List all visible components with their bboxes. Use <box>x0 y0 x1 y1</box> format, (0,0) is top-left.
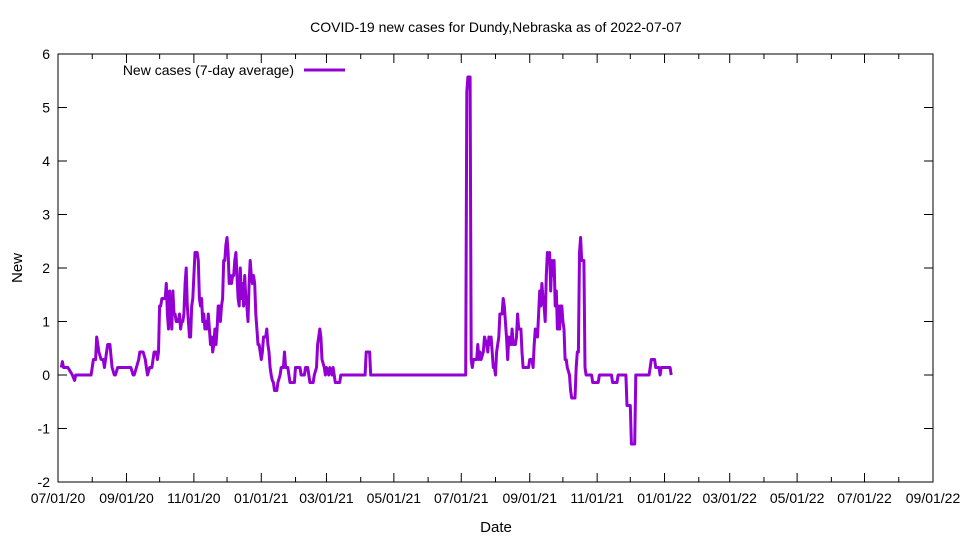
plot-frame <box>57 53 934 483</box>
y-tick-label: 4 <box>42 153 50 169</box>
y-axis-label: New <box>9 253 26 283</box>
legend-label: New cases (7-day average) <box>123 62 294 78</box>
x-tick-label: 11/01/21 <box>570 490 624 506</box>
x-axis-label: Date <box>480 519 512 536</box>
y-tick-label: 3 <box>42 207 50 223</box>
y-tick-label: 5 <box>42 100 50 116</box>
x-tick-label: 07/01/21 <box>434 490 489 506</box>
x-axis-ticks: 07/01/20 09/01/20 11/01/20 01/01/21 03/01/21… <box>31 54 960 506</box>
new-cases-line <box>59 75 673 446</box>
x-tick-label: 09/01/22 <box>906 490 960 506</box>
x-tick-label: 01/01/22 <box>637 490 692 506</box>
x-tick-label: 03/01/22 <box>702 490 757 506</box>
x-tick-label: 05/01/22 <box>770 490 825 506</box>
y-tick-label: 1 <box>42 314 50 330</box>
y-axis-ticks: -2 -1 0 1 2 3 4 5 6 <box>38 46 933 490</box>
y-tick-label: 2 <box>42 260 50 276</box>
x-tick-label: 05/01/21 <box>367 490 422 506</box>
x-tick-label: 07/01/22 <box>837 490 892 506</box>
x-tick-label: 09/01/21 <box>502 490 557 506</box>
y-tick-label: 0 <box>42 367 50 383</box>
x-tick-label: 09/01/20 <box>99 490 154 506</box>
legend: New cases (7-day average) <box>123 62 345 78</box>
x-tick-label: 03/01/21 <box>299 490 354 506</box>
y-tick-label: -2 <box>38 474 51 490</box>
y-tick-label: 6 <box>42 46 50 62</box>
x-tick-label: 07/01/20 <box>31 490 86 506</box>
x-tick-label: 11/01/20 <box>167 490 221 506</box>
y-tick-label: -1 <box>38 421 51 437</box>
x-tick-label: 01/01/21 <box>234 490 289 506</box>
chart-title: COVID-19 new cases for Dundy,Nebraska as… <box>310 19 682 35</box>
